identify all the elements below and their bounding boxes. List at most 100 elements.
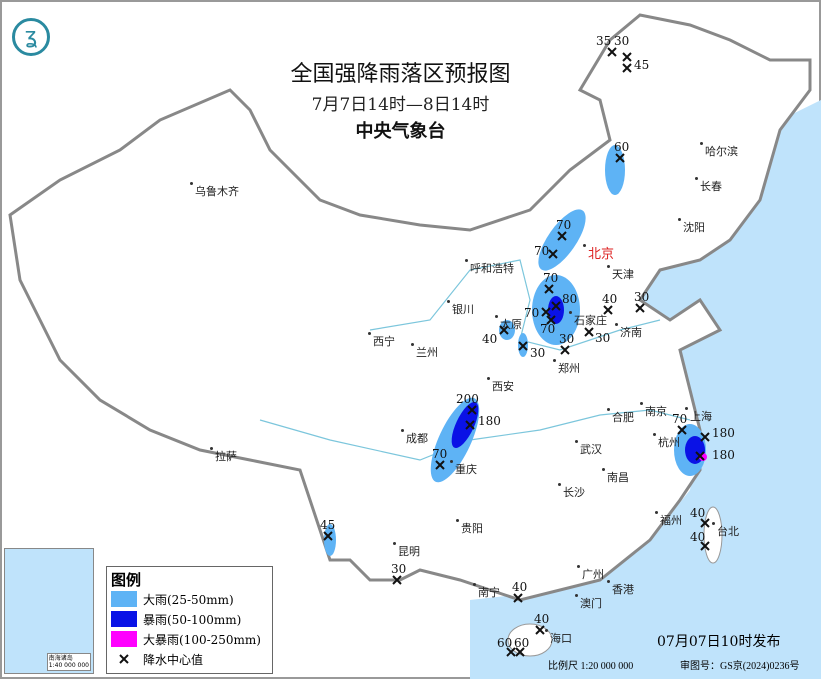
city-label: 兰州	[411, 343, 438, 359]
heavy-rain-swatch	[111, 591, 137, 607]
city-label: 海口	[545, 629, 572, 645]
rainstorm-area	[451, 402, 479, 448]
heavy-rain-area	[538, 209, 586, 271]
x-mark-icon	[622, 52, 632, 62]
rain-center-value: 70	[432, 447, 448, 461]
city-label: 昆明	[393, 542, 420, 558]
rain-center-value: 60	[497, 636, 513, 650]
city-label: 南昌	[602, 468, 629, 484]
rain-center-value: 70	[534, 244, 550, 258]
city-label: 沈阳	[678, 218, 705, 234]
rainstorm-swatch	[111, 611, 137, 627]
x-mark-icon	[615, 153, 625, 163]
rain-center-value: 40	[602, 292, 618, 306]
rain-center-value: 70	[540, 322, 556, 336]
yangtze-river	[259, 409, 691, 461]
x-mark-icon	[467, 405, 477, 415]
x-mark-icon	[603, 305, 613, 315]
rain-center-value: 30	[614, 34, 630, 48]
rain-center-value: 45	[634, 58, 650, 72]
rain-center-value: 30	[559, 332, 575, 346]
x-mark-icon	[700, 518, 710, 528]
rain-center-value: 30	[595, 331, 611, 345]
x-mark-icon	[695, 451, 705, 461]
city-label: 北京	[582, 244, 615, 262]
city-label: 乌鲁木齐	[190, 182, 239, 198]
city-label: 杭州	[653, 433, 680, 449]
x-mark-icon	[607, 47, 617, 57]
x-mark-icon	[546, 315, 556, 325]
legend-title: 图例	[111, 571, 142, 589]
city-label: 郑州	[553, 359, 580, 375]
heavy-rainstorm-swatch	[111, 631, 137, 647]
city-label: 石家庄	[569, 311, 607, 327]
rain-center-value: 70	[543, 271, 559, 285]
x-mark-icon	[677, 425, 687, 435]
city-label: 西宁	[368, 332, 395, 348]
x-mark-icon	[700, 541, 710, 551]
city-label: 成都	[401, 429, 428, 445]
yellow-river	[369, 259, 661, 351]
rain-center-value: 30	[530, 346, 546, 360]
rain-center-value: 40	[534, 612, 550, 626]
legend-label: 大暴雨(100-250mm)	[143, 632, 261, 647]
rain-center-value: 35	[596, 34, 612, 48]
city-label: 拉萨	[210, 447, 237, 463]
city-label: 上海	[685, 407, 712, 423]
city-label: 太原	[495, 315, 522, 331]
x-mark-icon	[551, 301, 561, 311]
legend-label: 大雨(25-50mm)	[143, 592, 234, 607]
sea-area	[470, 100, 821, 679]
map-title: 全国强降雨落区预报图	[290, 62, 511, 87]
x-mark-icon	[622, 63, 632, 73]
x-mark-icon	[119, 654, 129, 664]
south-china-sea-inset: 南海诸岛 1:40 000 000	[4, 548, 94, 674]
x-mark-icon	[515, 647, 525, 657]
city-label: 呼和浩特	[465, 259, 514, 275]
x-mark-icon	[323, 531, 333, 541]
review-number: 审图号：GS京(2024)0236号	[680, 661, 800, 672]
cma-logo: ʓ	[12, 18, 50, 56]
x-mark-icon	[544, 284, 554, 294]
heavy-rain-area	[499, 320, 515, 340]
rain-center-value: 45	[320, 518, 336, 532]
rain-center-value: 40	[482, 332, 498, 346]
x-mark-icon	[548, 249, 558, 259]
city-label: 哈尔滨	[700, 142, 738, 158]
city-label: 长沙	[558, 483, 585, 499]
city-label: 福州	[655, 511, 682, 527]
x-mark-icon	[700, 432, 710, 442]
rain-center-marks	[323, 47, 710, 657]
rain-center-value: 70	[556, 218, 572, 232]
x-mark-icon	[518, 341, 528, 351]
legend-item-rainstorm: 暴雨(50-100mm)	[111, 609, 272, 629]
legend: 图例 大雨(25-50mm) 暴雨(50-100mm) 大暴雨(100-250m…	[106, 566, 273, 674]
rain-center-value: 40	[512, 580, 528, 594]
rain-center-value: 40	[690, 506, 706, 520]
x-mark-icon	[541, 307, 551, 317]
city-label: 南宁	[473, 583, 500, 599]
inset-title: 南海诸岛	[48, 655, 73, 662]
city-label: 银川	[447, 300, 474, 316]
rain-center-value: 70	[672, 412, 688, 426]
rain-center-value: 70	[524, 306, 540, 320]
rain-center-value: 60	[514, 636, 530, 650]
rain-center-value: 30	[634, 290, 650, 304]
city-label: 武汉	[575, 440, 602, 456]
inset-caption: 南海诸岛 1:40 000 000	[46, 653, 91, 671]
x-mark-icon	[535, 625, 545, 635]
city-label: 合肥	[607, 408, 634, 424]
city-label: 澳门	[575, 594, 602, 610]
city-label: 香港	[607, 580, 634, 596]
x-mark-icon	[513, 593, 523, 603]
x-mark-icon	[557, 231, 567, 241]
city-label: 济南	[615, 323, 642, 339]
city-label: 南京	[640, 402, 667, 418]
heavy-rain-area	[324, 524, 336, 556]
city-label: 长春	[695, 177, 722, 193]
rain-center-value: 60	[614, 140, 630, 154]
city-label: 台北	[712, 522, 739, 538]
legend-label: 暴雨(50-100mm)	[143, 612, 242, 627]
publish-time: 07月07日10时发布	[657, 634, 781, 650]
